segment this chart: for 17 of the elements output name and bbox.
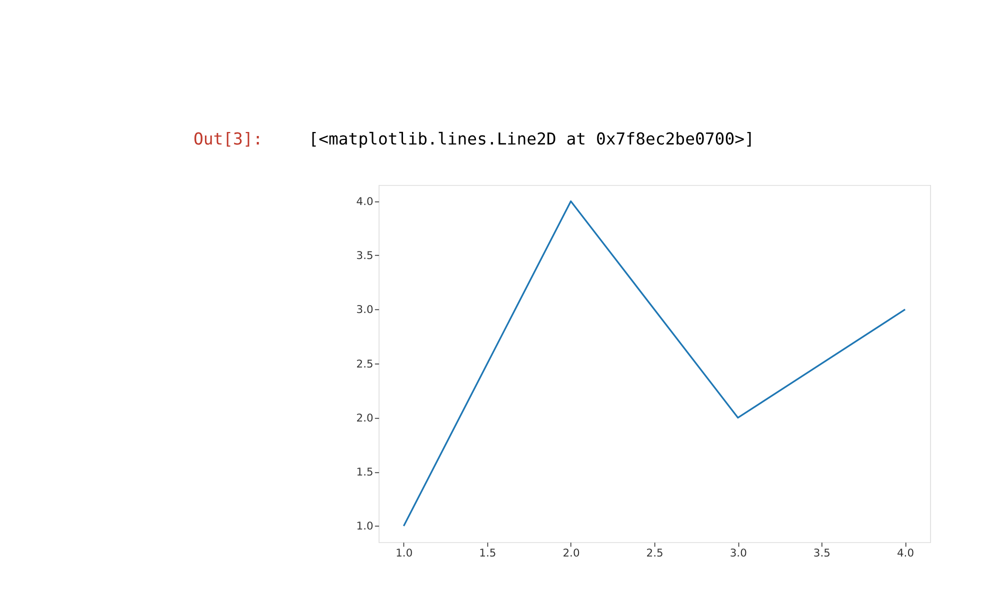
x-tick-label: 4.0 — [896, 546, 914, 560]
y-tick-label: 1.5 — [356, 466, 374, 479]
x-tick-label: 2.5 — [646, 546, 664, 560]
y-tick-label: 2.5 — [356, 357, 374, 370]
line-series — [402, 200, 906, 527]
y-tick-label: 3.0 — [356, 303, 374, 316]
x-tick-label: 3.5 — [813, 546, 830, 560]
x-tick-label: 3.0 — [730, 546, 748, 560]
y-tick-label: 3.5 — [356, 249, 374, 262]
x-tick-label: 2.0 — [562, 546, 580, 560]
y-tick-label: 1.0 — [356, 520, 374, 533]
text: Out[3]: — [193, 130, 263, 149]
y-tick-label: 4.0 — [356, 194, 374, 208]
text: [<matplotlib.lines.Line2D at 0x7f8ec2be0700>] — [308, 130, 754, 149]
x-tick-label: 1.0 — [396, 546, 413, 560]
x-tick-label: 1.5 — [479, 546, 496, 560]
y-tick-label: 2.0 — [356, 411, 374, 424]
